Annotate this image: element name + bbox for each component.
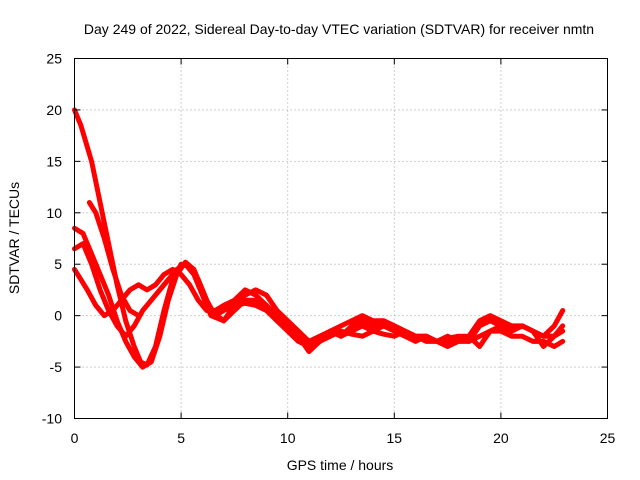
series-line-3 bbox=[72, 241, 566, 344]
x-tick-label: 5 bbox=[177, 430, 185, 446]
axis-ticks bbox=[74, 58, 608, 419]
plot-frame bbox=[74, 58, 608, 419]
series-layer bbox=[72, 107, 566, 370]
y-tick-label: 15 bbox=[46, 153, 62, 169]
x-axis-label: GPS time / hours bbox=[287, 457, 394, 473]
grid-lines bbox=[74, 58, 608, 419]
y-axis-label: SDTVAR / TECUs bbox=[6, 182, 22, 294]
series-line-4 bbox=[72, 266, 566, 349]
chart-title: Day 249 of 2022, Sidereal Day-to-day VTE… bbox=[84, 21, 594, 37]
y-tick-label: -10 bbox=[42, 411, 62, 427]
y-tick-label: 0 bbox=[54, 308, 62, 324]
series-line-2 bbox=[72, 225, 566, 370]
x-tick-label: 15 bbox=[387, 430, 403, 446]
y-tick-label: -5 bbox=[50, 359, 63, 375]
y-tick-label: 25 bbox=[46, 51, 62, 67]
y-tick-label: 10 bbox=[46, 205, 62, 221]
series-line-1 bbox=[72, 107, 566, 368]
x-tick-labels: 0 5 10 15 20 25 bbox=[71, 430, 616, 446]
x-tick-label: 25 bbox=[600, 430, 616, 446]
y-tick-labels: -10 -5 0 5 10 15 20 25 bbox=[42, 51, 62, 427]
y-tick-label: 20 bbox=[46, 102, 62, 118]
x-tick-label: 20 bbox=[493, 430, 509, 446]
x-tick-label: 10 bbox=[280, 430, 296, 446]
y-tick-label: 5 bbox=[54, 256, 62, 272]
series-line-5 bbox=[86, 200, 141, 319]
x-tick-label: 0 bbox=[71, 430, 79, 446]
